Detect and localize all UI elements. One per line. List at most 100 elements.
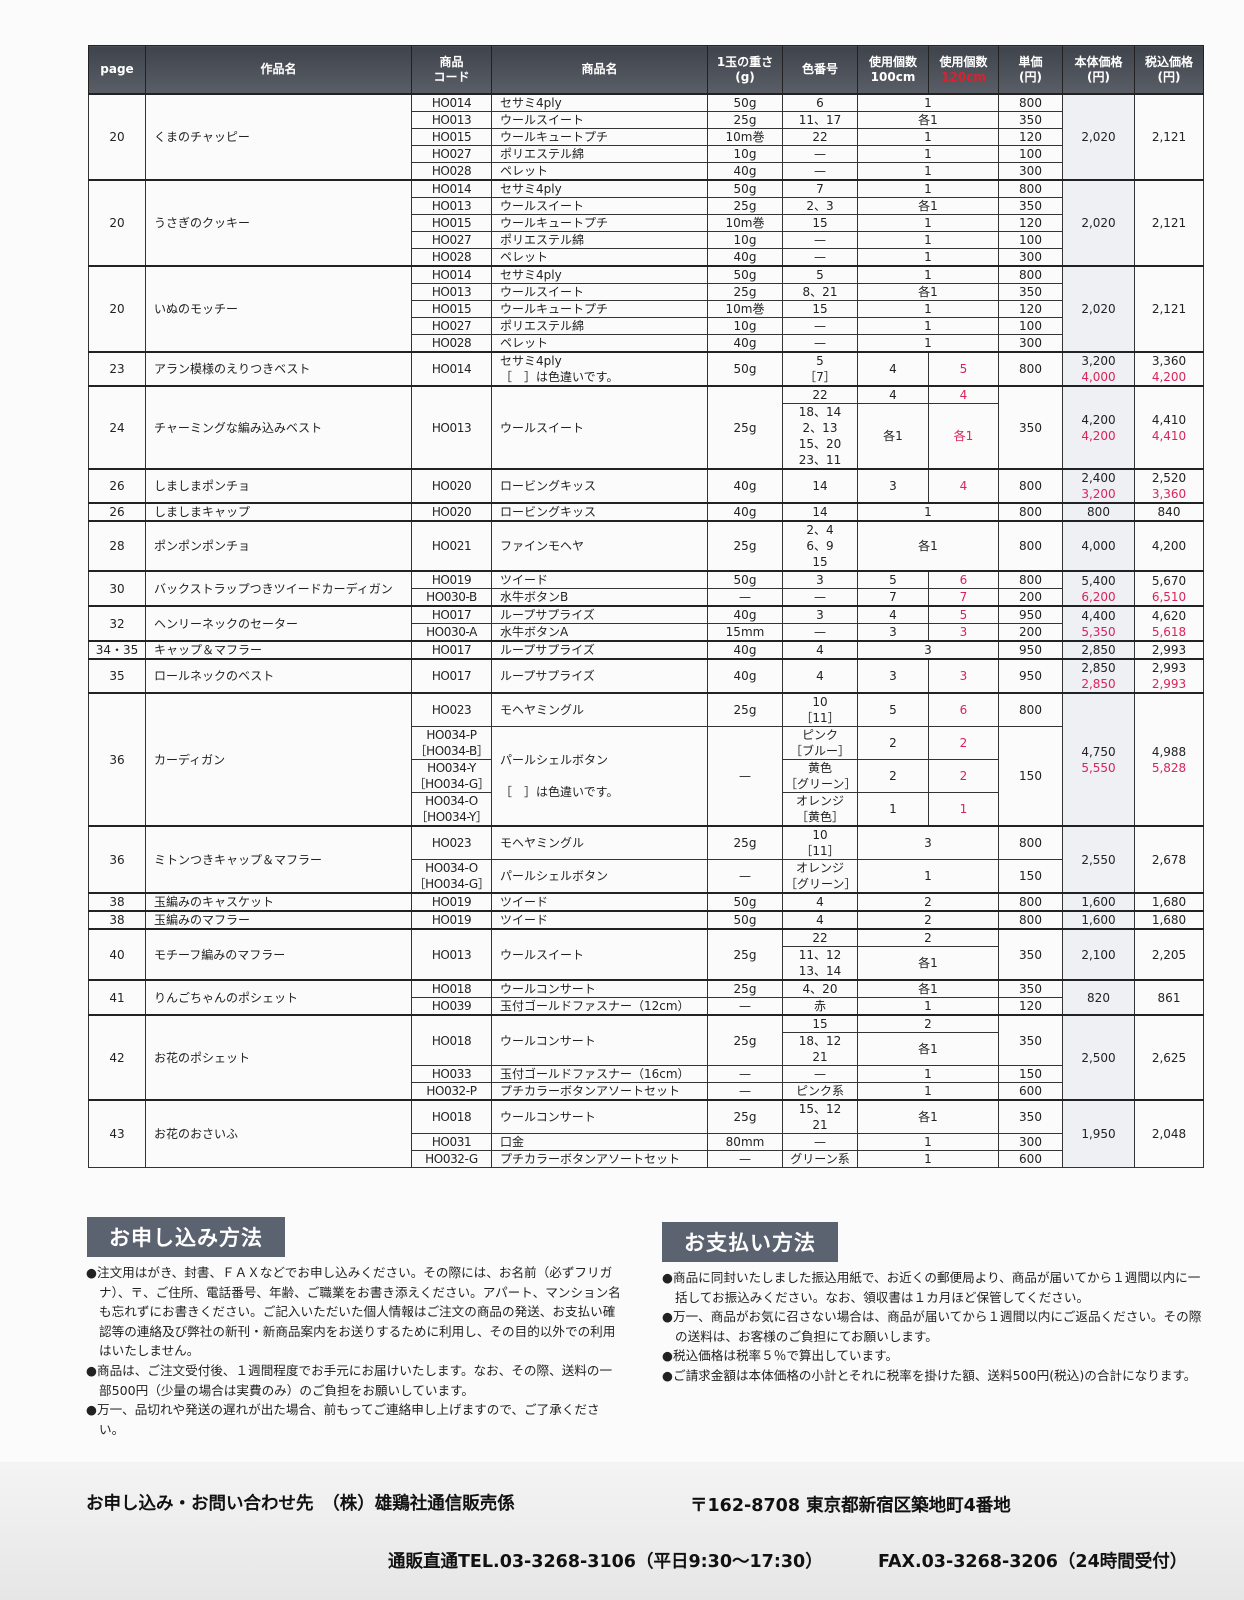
cell-code: HO017 [411, 658, 492, 694]
cell-text: 3 [889, 625, 897, 639]
cell-text: 7 [889, 590, 897, 604]
cell-text: 2,121 [1151, 302, 1187, 316]
cell-text: 40 [109, 947, 125, 962]
cell-text: — [814, 233, 826, 247]
cell-text: 36 [109, 752, 125, 767]
cell-code: HO014 [411, 351, 492, 387]
cell-page: 20 [88, 93, 146, 181]
cell-work: お花のおさいふ [145, 1099, 412, 1168]
cell-text: 1 [924, 302, 932, 316]
cell-text: 40g [733, 336, 757, 350]
cell-text: キャップ＆マフラー [154, 643, 263, 657]
cell-work: アラン模様のえりつきベスト [145, 351, 412, 387]
cell-weight: — [707, 1065, 783, 1083]
cell-text: HO034-O ［HO034-Y］ [415, 794, 488, 824]
cell-code: HO028 [411, 248, 492, 267]
cell-text: ミトンつきキャップ＆マフラー [154, 852, 323, 867]
cell-text: 36 [109, 852, 125, 867]
cell-text: 5,400 [1081, 573, 1116, 588]
cell-text: HO030-B [426, 590, 477, 604]
cell-product: セサミ4ply [491, 93, 708, 112]
cell-text: 25g [733, 539, 757, 553]
table-row: HO027 ポリエステル綿 10g — 1 100 [89, 145, 1204, 163]
cell-code: HO021 [411, 520, 492, 572]
cell-use120: 5 [928, 605, 999, 624]
cell-text: 各1 [883, 429, 903, 443]
cell-use100: 各1 [857, 979, 999, 998]
cell-color: 15、12 21 [782, 1099, 858, 1134]
cell-text: 120 [1019, 999, 1042, 1013]
cell-text: パールシェルボタン ［ ］は色違いです。 [500, 753, 619, 799]
footer-address: 〒162-8708 東京都新宿区築地町4番地 [690, 1496, 1011, 1516]
cell-text: 各1 [918, 1042, 938, 1056]
cell-text: 1 [924, 1084, 932, 1098]
cell-text: — [814, 1067, 826, 1081]
cell-text: 35 [109, 669, 125, 683]
cell-code: HO014 [411, 179, 492, 198]
cell-text: 20 [109, 130, 125, 144]
cell-work: ヘンリーネックのセーター [145, 605, 412, 642]
cell-text: セサミ4ply [500, 268, 562, 282]
cell-text: 2 [959, 736, 968, 750]
cell-tax: 4,620 5,618 [1134, 605, 1204, 642]
cell-text: 800 [1019, 182, 1042, 196]
cell-code: HO018 [411, 1014, 492, 1066]
cell-product: ツイード [491, 570, 708, 589]
cell-page: 35 [88, 658, 146, 694]
cell-text: — [814, 336, 826, 350]
cell-product: 口金 [491, 1133, 708, 1151]
cell-weight: 25g [707, 1014, 783, 1066]
cell-use100: 1 [857, 1150, 999, 1168]
cell-text: 600 [1019, 1084, 1042, 1098]
cell-text: 4 [816, 669, 824, 683]
cell-product: ウールコンサート [491, 1099, 708, 1134]
cell-work: いぬのモッチー [145, 265, 412, 353]
header-unit: 単価 (円) [998, 45, 1063, 95]
cell-text: 各1 [918, 956, 938, 970]
cell-text-color-variant: 4,200 [1081, 428, 1116, 443]
cell-text: 2 [889, 736, 897, 750]
cell-text: 5,670 [1151, 573, 1187, 588]
cell-color: 14 [782, 468, 858, 504]
cell-color: 14 [782, 502, 858, 522]
table-row: HO015 ウールキュートプチ 10m巻 15 1 120 [89, 214, 1204, 232]
cell-page: 40 [88, 928, 146, 981]
cell-text: 11、12 13、14 [798, 948, 842, 978]
cell-text: 6 [816, 96, 824, 110]
cell-text: 25g [733, 982, 757, 996]
cell-text: 5 [959, 362, 968, 376]
cell-text: 1 [924, 319, 932, 333]
cell-text: 4、20 [802, 982, 838, 996]
cell-text: 40g [733, 643, 757, 657]
cell-text: 40g [733, 479, 757, 493]
cell-text-color-variant: 2,993 [1151, 677, 1187, 691]
table-row: 28 ポンポンポンチョ HO021 ファインモヘヤ 25g 2、4 6、9 15 各1 800… [88, 520, 1204, 572]
cell-unit: 150 [998, 726, 1063, 827]
cell-color: — [782, 1133, 858, 1151]
cell-code: HO015 [411, 214, 492, 232]
cell-page: 36 [88, 825, 146, 894]
cell-text: ウールキュートプチ [500, 302, 609, 316]
cell-code: HO030-B [411, 588, 492, 607]
cell-code: HO034-Y ［HO034-G］ [411, 759, 492, 793]
cell-product: ポリエステル綿 [491, 145, 708, 163]
cell-text: HO019 [431, 913, 472, 927]
cell-text: 2,121 [1151, 216, 1187, 230]
cell-code: HO019 [411, 570, 492, 589]
cell-use100: 1 [857, 792, 929, 827]
cell-weight: 40g [707, 502, 783, 522]
cell-tax: 2,121 [1134, 179, 1204, 267]
cell-text: セサミ4ply ［ ］は色違いです。 [500, 354, 619, 384]
cell-text: 2,625 [1151, 1050, 1187, 1065]
cell-text: — [814, 319, 826, 333]
table-row: 20 うさぎのクッキー HO014 セサミ4ply 50g 7 1 800 2,020 2,121 [88, 179, 1204, 267]
cell-code: HO034-O ［HO034-Y］ [411, 792, 492, 827]
cell-text: — [739, 1067, 751, 1081]
header-code: 商品 コード [411, 45, 492, 95]
table-row: HO034-Y ［HO034-G］ 黄色 ［グリーン］ 2 2 [89, 759, 1204, 793]
table-row: HO033 玉付ゴールドファスナー（16cm） — — 1 150 [89, 1065, 1204, 1083]
header-work: 作品名 [145, 45, 412, 95]
cell-text: モヘヤミングル [500, 703, 585, 717]
header-use-120-top: 使用個数 [939, 54, 988, 69]
cell-text: 2,993 [1151, 661, 1187, 675]
